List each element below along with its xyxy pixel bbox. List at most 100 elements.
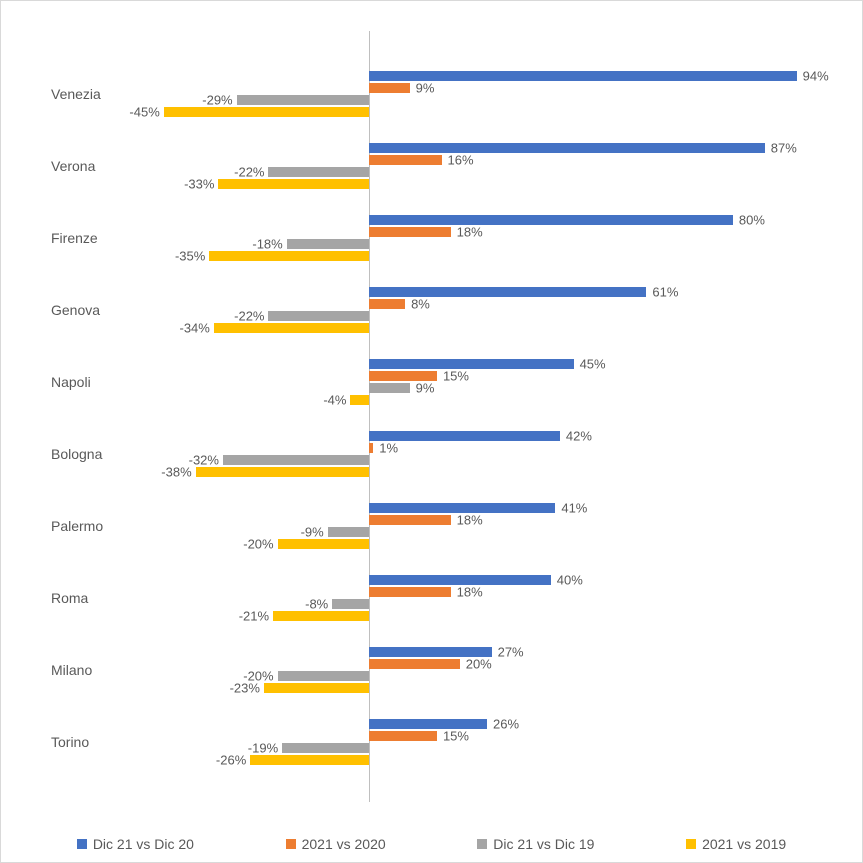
bar [369, 227, 451, 237]
category-group: Roma 40% 18% -8% -21% [41, 575, 822, 621]
value-label: 1% [379, 441, 398, 454]
value-label: -20% [243, 537, 273, 550]
legend-item: 2021 vs 2019 [686, 836, 786, 852]
category-label: Torino [41, 734, 136, 750]
category-group: Palermo 41% 18% -9% -20% [41, 503, 822, 549]
bars-container: 40% 18% -8% -21% [141, 575, 822, 621]
value-label: 80% [739, 213, 765, 226]
bar [369, 503, 556, 513]
legend-swatch [686, 839, 696, 849]
bars-container: 42%1%-32%-38% [141, 431, 822, 477]
value-label: 18% [457, 585, 483, 598]
bar [369, 71, 797, 81]
value-label: 9% [416, 81, 435, 94]
value-label: -22% [234, 165, 264, 178]
value-label: 8% [411, 297, 430, 310]
value-label: -4% [323, 393, 346, 406]
bar [369, 731, 437, 741]
bar [223, 455, 369, 465]
value-label: -35% [175, 249, 205, 262]
bars-container: 94%9%-29%-45% [141, 71, 822, 117]
bar [369, 431, 560, 441]
value-label: -23% [230, 681, 260, 694]
value-label: -34% [180, 321, 210, 334]
plot-area: Venezia94%9%-29%-45%Verona87%16%-22%-33%… [41, 31, 822, 802]
legend-label: 2021 vs 2019 [702, 836, 786, 852]
category-group: Verona 87% 16% -22% -33% [41, 143, 822, 189]
bar [196, 467, 369, 477]
category-label: Firenze [41, 230, 136, 246]
bar [369, 719, 487, 729]
bars-container: 45%15%9%-4% [141, 359, 822, 405]
legend-label: Dic 21 vs Dic 20 [93, 836, 194, 852]
value-label: -8% [305, 597, 328, 610]
legend-swatch [286, 839, 296, 849]
legend-swatch [477, 839, 487, 849]
value-label: 40% [557, 573, 583, 586]
bar [273, 611, 369, 621]
value-label: -21% [239, 609, 269, 622]
value-label: -9% [301, 525, 324, 538]
legend-label: Dic 21 vs Dic 19 [493, 836, 594, 852]
value-label: -22% [234, 309, 264, 322]
value-label: -33% [184, 177, 214, 190]
category-label: Bologna [41, 446, 136, 462]
bar [278, 539, 369, 549]
bar [237, 95, 369, 105]
category-group: Venezia94%9%-29%-45% [41, 71, 822, 117]
bar [278, 671, 369, 681]
chart-frame: Venezia94%9%-29%-45%Verona87%16%-22%-33%… [0, 0, 863, 863]
category-label: Milano [41, 662, 136, 678]
value-label: 94% [803, 69, 829, 82]
bar [214, 323, 369, 333]
bar [369, 287, 647, 297]
category-label: Verona [41, 158, 136, 174]
value-label: 42% [566, 429, 592, 442]
category-group: Napoli45%15%9%-4% [41, 359, 822, 405]
bar [218, 179, 368, 189]
bar [369, 299, 405, 309]
category-label: Palermo [41, 518, 136, 534]
value-label: 41% [561, 501, 587, 514]
bar [369, 575, 551, 585]
value-label: 26% [493, 717, 519, 730]
bar [164, 107, 369, 117]
bar [369, 371, 437, 381]
bar [369, 659, 460, 669]
bars-container: 80% 18% -18% -35% [141, 215, 822, 261]
value-label: 15% [443, 729, 469, 742]
value-label: 61% [652, 285, 678, 298]
value-label: -26% [216, 753, 246, 766]
value-label: 27% [498, 645, 524, 658]
category-label: Genova [41, 302, 136, 318]
bar [369, 443, 374, 453]
bars-container: 26%15%-19%-26% [141, 719, 822, 765]
category-group: Torino26%15%-19%-26% [41, 719, 822, 765]
category-group: Firenze 80% 18% -18% -35% [41, 215, 822, 261]
bar [328, 527, 369, 537]
legend-item: Dic 21 vs Dic 20 [77, 836, 194, 852]
bar [332, 599, 368, 609]
value-label: 18% [457, 513, 483, 526]
category-group: Milano27%20%-20%-23% [41, 647, 822, 693]
value-label: -18% [252, 237, 282, 250]
value-label: 18% [457, 225, 483, 238]
category-label: Napoli [41, 374, 136, 390]
bar [282, 743, 369, 753]
value-label: 9% [416, 381, 435, 394]
value-label: 20% [466, 657, 492, 670]
category-group: Genova 61% 8% -22% -34% [41, 287, 822, 333]
value-label: 16% [448, 153, 474, 166]
bar [369, 647, 492, 657]
category-group: Bologna42%1%-32%-38% [41, 431, 822, 477]
legend-item: 2021 vs 2020 [286, 836, 386, 852]
legend-item: Dic 21 vs Dic 19 [477, 836, 594, 852]
category-label: Roma [41, 590, 136, 606]
value-label: -29% [202, 93, 232, 106]
bar [268, 311, 368, 321]
value-label: 45% [580, 357, 606, 370]
value-label: 87% [771, 141, 797, 154]
bar [287, 239, 369, 249]
bar [369, 143, 765, 153]
bar [369, 383, 410, 393]
